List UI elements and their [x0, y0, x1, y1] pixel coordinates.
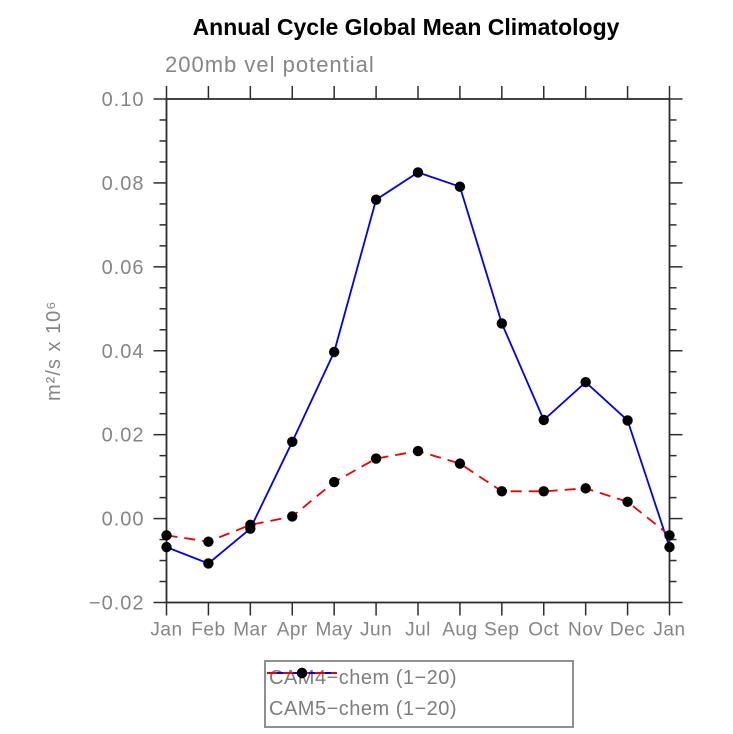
data-point-marker	[454, 181, 466, 192]
series-line-2	[166, 450, 671, 543]
data-point-marker	[454, 458, 466, 469]
data-point-marker	[622, 415, 633, 426]
data-point-marker	[203, 558, 214, 569]
data-point-marker	[496, 318, 508, 329]
x-tick-label: May	[315, 620, 352, 641]
x-tick-label: Dec	[610, 620, 645, 641]
chart-title: Annual Cycle Global Mean Climatology	[192, 14, 620, 40]
y-tick-label: 0.04	[102, 341, 145, 363]
data-point-marker	[538, 414, 549, 426]
legend: CAM4−chem (1−20) CAM5−chem (1−20)	[264, 660, 574, 728]
x-tick-label: Feb	[191, 620, 225, 641]
x-tick-label: Jul	[405, 620, 431, 641]
data-point-marker	[622, 496, 633, 507]
y-tick-label: −0.02	[89, 593, 145, 615]
data-point-marker	[287, 511, 298, 522]
data-point-marker	[328, 346, 340, 358]
data-point-marker	[664, 541, 675, 553]
y-tick-label: 0.02	[102, 425, 145, 447]
y-tick-label: 0.06	[102, 257, 145, 279]
data-point-marker	[245, 519, 256, 531]
chart-subtitle: 200mb vel potential	[165, 52, 375, 77]
x-tick-label: Oct	[528, 620, 559, 641]
legend-sample-2	[267, 667, 337, 679]
data-point-marker	[664, 530, 675, 541]
x-tick-label: Sep	[484, 620, 519, 641]
y-tick-label: 0.00	[102, 509, 145, 531]
x-tick-label: Jan	[150, 620, 182, 641]
data-point-marker	[370, 453, 382, 464]
data-point-marker	[203, 536, 214, 547]
data-point-marker	[412, 445, 424, 457]
data-point-marker	[580, 483, 591, 494]
data-point-marker	[328, 476, 340, 488]
data-point-marker	[161, 541, 172, 553]
legend-marker	[296, 667, 308, 679]
x-tick-label: Jun	[360, 620, 392, 641]
x-tick-label: Nov	[568, 620, 603, 641]
x-tick-label: Aug	[442, 620, 477, 641]
legend-label-2: CAM5−chem (1−20)	[269, 697, 458, 720]
x-tick-label: Mar	[233, 620, 267, 641]
y-tick-label: 0.10	[102, 89, 145, 111]
legend-row-2: CAM5−chem (1−20)	[267, 667, 572, 723]
x-tick-label: Apr	[277, 620, 308, 641]
data-point-marker	[496, 486, 508, 497]
data-point-marker	[161, 530, 172, 541]
y-axis-label: m²/s x 10⁶	[43, 301, 65, 401]
data-point-marker	[538, 486, 549, 497]
data-point-marker	[580, 377, 591, 388]
data-point-marker	[370, 194, 382, 205]
y-tick-label: 0.08	[102, 173, 145, 195]
data-point-marker	[287, 436, 298, 447]
series-line-1	[166, 171, 671, 565]
data-point-marker	[412, 167, 424, 178]
x-tick-label: Jan	[653, 620, 685, 641]
